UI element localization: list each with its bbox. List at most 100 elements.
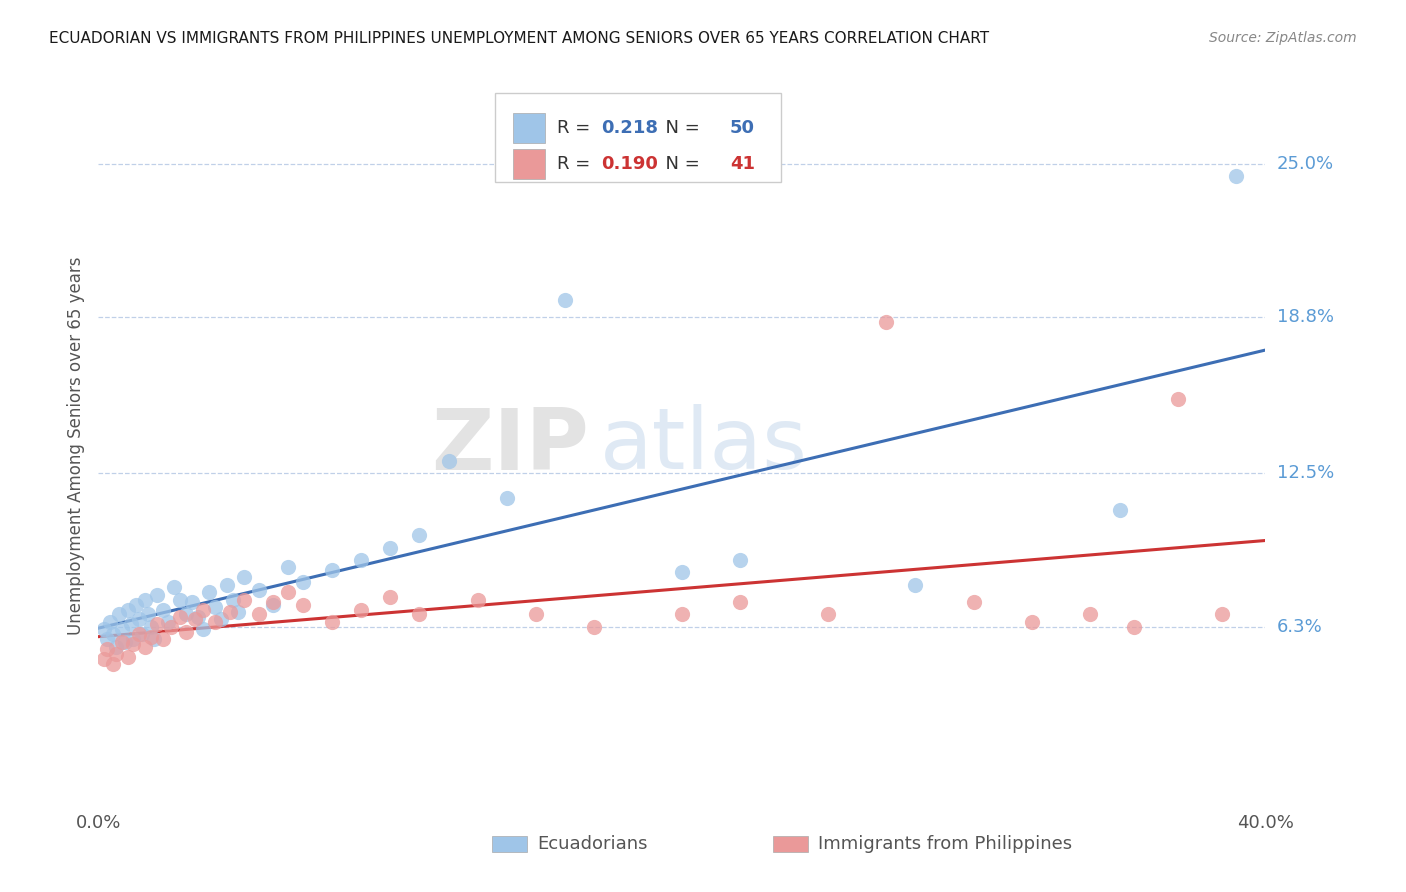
- Point: [875, 315, 897, 329]
- Point: [169, 610, 191, 624]
- Point: [111, 623, 134, 637]
- Point: [495, 491, 517, 505]
- Point: [96, 632, 118, 647]
- Point: [554, 293, 576, 307]
- Point: [180, 595, 202, 609]
- Point: [817, 607, 839, 622]
- Text: 50: 50: [730, 119, 755, 136]
- Point: [125, 598, 148, 612]
- Point: [350, 602, 373, 616]
- Point: [277, 585, 299, 599]
- Point: [146, 617, 169, 632]
- Text: ZIP: ZIP: [430, 404, 589, 488]
- Point: [215, 578, 238, 592]
- Text: 25.0%: 25.0%: [1277, 154, 1334, 172]
- Point: [96, 642, 118, 657]
- Point: [134, 592, 156, 607]
- Point: [1021, 615, 1043, 629]
- Point: [146, 588, 169, 602]
- Point: [228, 605, 250, 619]
- Point: [160, 620, 183, 634]
- Point: [1123, 620, 1146, 634]
- Point: [128, 612, 150, 626]
- Point: [221, 592, 243, 607]
- FancyBboxPatch shape: [495, 93, 782, 182]
- Point: [671, 566, 693, 580]
- Point: [350, 553, 373, 567]
- Point: [233, 570, 256, 584]
- Point: [204, 600, 226, 615]
- Point: [104, 647, 127, 661]
- Point: [122, 637, 145, 651]
- Point: [291, 575, 314, 590]
- Point: [93, 623, 115, 637]
- Y-axis label: Unemployment Among Seniors over 65 years: Unemployment Among Seniors over 65 years: [66, 257, 84, 635]
- FancyBboxPatch shape: [513, 112, 546, 143]
- Point: [209, 612, 232, 626]
- Text: 41: 41: [730, 154, 755, 173]
- Point: [378, 590, 402, 604]
- Point: [904, 578, 927, 592]
- Point: [198, 585, 221, 599]
- Text: 6.3%: 6.3%: [1277, 618, 1322, 636]
- Point: [157, 615, 180, 629]
- Point: [163, 580, 186, 594]
- Point: [93, 652, 115, 666]
- Point: [169, 592, 191, 607]
- Point: [247, 582, 270, 597]
- Point: [122, 632, 145, 647]
- Point: [111, 634, 134, 648]
- Text: 18.8%: 18.8%: [1277, 308, 1333, 326]
- Point: [152, 602, 174, 616]
- Point: [139, 620, 162, 634]
- Point: [728, 595, 751, 609]
- Text: ECUADORIAN VS IMMIGRANTS FROM PHILIPPINES UNEMPLOYMENT AMONG SENIORS OVER 65 YEA: ECUADORIAN VS IMMIGRANTS FROM PHILIPPINE…: [49, 31, 990, 46]
- Point: [117, 602, 139, 616]
- Point: [262, 595, 284, 609]
- Text: Source: ZipAtlas.com: Source: ZipAtlas.com: [1209, 31, 1357, 45]
- Point: [204, 615, 226, 629]
- Point: [108, 607, 131, 622]
- Point: [1167, 392, 1189, 406]
- Point: [101, 657, 124, 671]
- Point: [408, 607, 430, 622]
- Text: 0.218: 0.218: [602, 119, 658, 136]
- Point: [174, 607, 197, 622]
- Point: [142, 632, 165, 647]
- Text: R =: R =: [557, 119, 596, 136]
- Point: [408, 528, 430, 542]
- Point: [114, 634, 136, 648]
- Point: [174, 624, 197, 639]
- Point: [1211, 607, 1233, 622]
- Point: [193, 602, 215, 616]
- Point: [728, 553, 751, 567]
- Text: atlas: atlas: [600, 404, 808, 488]
- Point: [128, 627, 150, 641]
- Text: Immigrants from Philippines: Immigrants from Philippines: [818, 835, 1073, 853]
- Point: [1080, 607, 1102, 622]
- Point: [120, 617, 142, 632]
- Point: [218, 605, 240, 619]
- Point: [321, 563, 343, 577]
- Point: [98, 615, 121, 629]
- Point: [193, 623, 215, 637]
- Point: [104, 640, 127, 654]
- Point: [117, 649, 139, 664]
- Point: [962, 595, 984, 609]
- Point: [131, 627, 153, 641]
- Point: [277, 560, 299, 574]
- Point: [134, 640, 156, 654]
- Point: [183, 612, 205, 626]
- Text: Ecuadorians: Ecuadorians: [537, 835, 648, 853]
- Point: [247, 607, 270, 622]
- Point: [139, 630, 162, 644]
- Point: [437, 454, 460, 468]
- Point: [1225, 169, 1247, 183]
- Point: [321, 615, 343, 629]
- Text: 0.190: 0.190: [602, 154, 658, 173]
- Point: [101, 627, 124, 641]
- Point: [524, 607, 547, 622]
- Point: [152, 632, 174, 647]
- Text: N =: N =: [654, 119, 706, 136]
- Point: [187, 610, 209, 624]
